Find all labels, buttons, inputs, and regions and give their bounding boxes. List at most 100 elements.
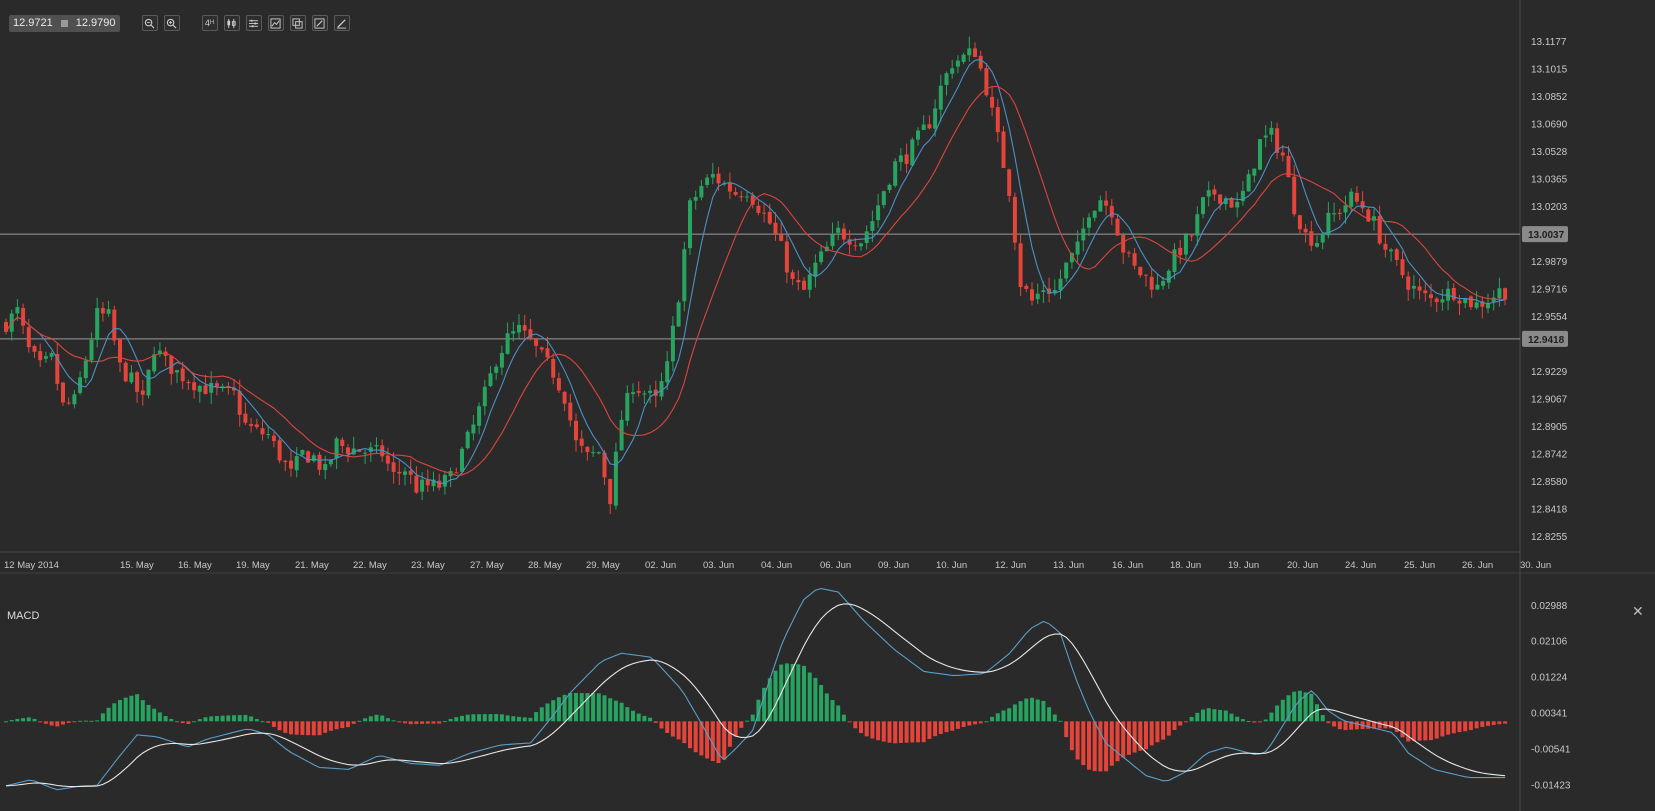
macd-histogram-bar [790,663,795,722]
price-level-badge [1522,226,1568,243]
candle-body [1155,284,1160,290]
price-level-label: 13.0037 [1528,230,1565,241]
candle-body [1446,288,1451,301]
chart-type-button[interactable] [267,15,284,31]
x-tick-label: 16. Jun [1112,560,1143,571]
macd-histogram-bar [1349,721,1354,730]
candle-body [106,309,111,314]
macd-histogram-bar [1149,721,1154,746]
candle-body [83,360,88,379]
macd-histogram-bar [4,721,8,723]
macd-histogram-bar [1115,721,1120,762]
macd-histogram-bar [574,692,578,722]
candle-body [955,60,960,67]
candle-body [175,370,179,373]
macd-histogram-bar [414,721,419,724]
candle-body [243,413,248,423]
candle-body [1429,294,1433,299]
candle-body [1463,298,1468,304]
candle-body [146,369,151,396]
draw-button[interactable] [333,15,350,31]
x-tick-label: 29. May [586,560,620,571]
candle-body [802,280,806,290]
candle-body [1411,285,1416,289]
candle-body [1104,200,1109,206]
candle-body [294,456,299,471]
edit-button[interactable] [311,15,328,31]
macd-histogram-bar [55,721,60,727]
candle-body [61,382,65,403]
candle-body [465,431,470,449]
candle-body [904,154,909,164]
candle-body [938,85,943,110]
macd-y-tick-label: 0.00341 [1531,709,1568,720]
candle-body [1320,233,1325,243]
candle-body [1161,281,1166,286]
candle-body [1075,241,1080,255]
macd-histogram-bar [653,721,658,723]
candle-body [1366,209,1371,222]
candle-body [699,185,704,198]
indicators-button[interactable] [245,15,262,31]
macd-histogram-bar [249,716,254,722]
x-tick-label: 09. Jun [878,560,909,571]
macd-histogram-bar [1246,721,1251,723]
macd-histogram-bar [317,721,322,736]
macd-histogram-bar [1394,721,1399,733]
candle-body [870,221,875,231]
macd-histogram-bar [745,720,749,722]
candle-body [425,479,430,486]
candle-body [357,449,362,452]
candle-body [1052,290,1057,294]
candle-body [32,346,37,352]
macd-histogram-bar [61,721,65,725]
macd-histogram-bar [1018,701,1023,722]
macd-histogram-bar [568,692,573,722]
candle-body [1354,192,1359,202]
macd-histogram-bar [1109,721,1114,766]
macd-histogram-bar [203,717,208,722]
macd-histogram-bar [539,707,544,722]
candle-body [1400,259,1405,276]
macd-histogram-bar [1332,721,1337,727]
candle-body [271,435,276,442]
macd-histogram-bar [1320,715,1325,722]
copy-button[interactable] [289,15,306,31]
macd-histogram-bar [442,721,447,723]
macd-histogram-bar [9,719,14,722]
candle-body [784,241,789,273]
candle-body [693,197,698,201]
macd-histogram-bar [505,715,510,722]
macd-histogram-bar [722,721,727,760]
macd-histogram-bar [1172,721,1177,731]
y-tick-label: 13.1015 [1531,64,1568,75]
candle-body [38,351,43,361]
zoom-in-button[interactable] [163,15,180,31]
close-icon[interactable]: ✕ [1632,603,1644,619]
macd-histogram-bar [460,715,464,722]
fast-moving-average-line [5,59,1506,484]
candle-body [197,386,202,392]
candle-body [551,358,556,378]
macd-histogram-bar [1001,710,1006,722]
macd-histogram-bar [1457,721,1462,733]
macd-histogram-bar [488,714,493,722]
candle-body [1303,228,1308,233]
macd-histogram-bar [391,720,396,722]
zoom-out-button[interactable] [141,15,158,31]
candle-body [89,339,94,361]
macd-histogram-bar [511,716,516,722]
macd-histogram-bar [921,721,926,743]
candle-body [431,479,436,487]
candle-body [1474,302,1479,308]
candle-body [511,331,516,334]
macd-histogram-bar [990,716,995,722]
candlestick-button[interactable] [223,15,240,31]
macd-histogram-bar [89,720,94,722]
candle-body [1486,303,1490,309]
macd-histogram-bar [1275,705,1280,722]
macd-histogram-bar [978,721,983,724]
macd-histogram-bar [226,715,231,722]
